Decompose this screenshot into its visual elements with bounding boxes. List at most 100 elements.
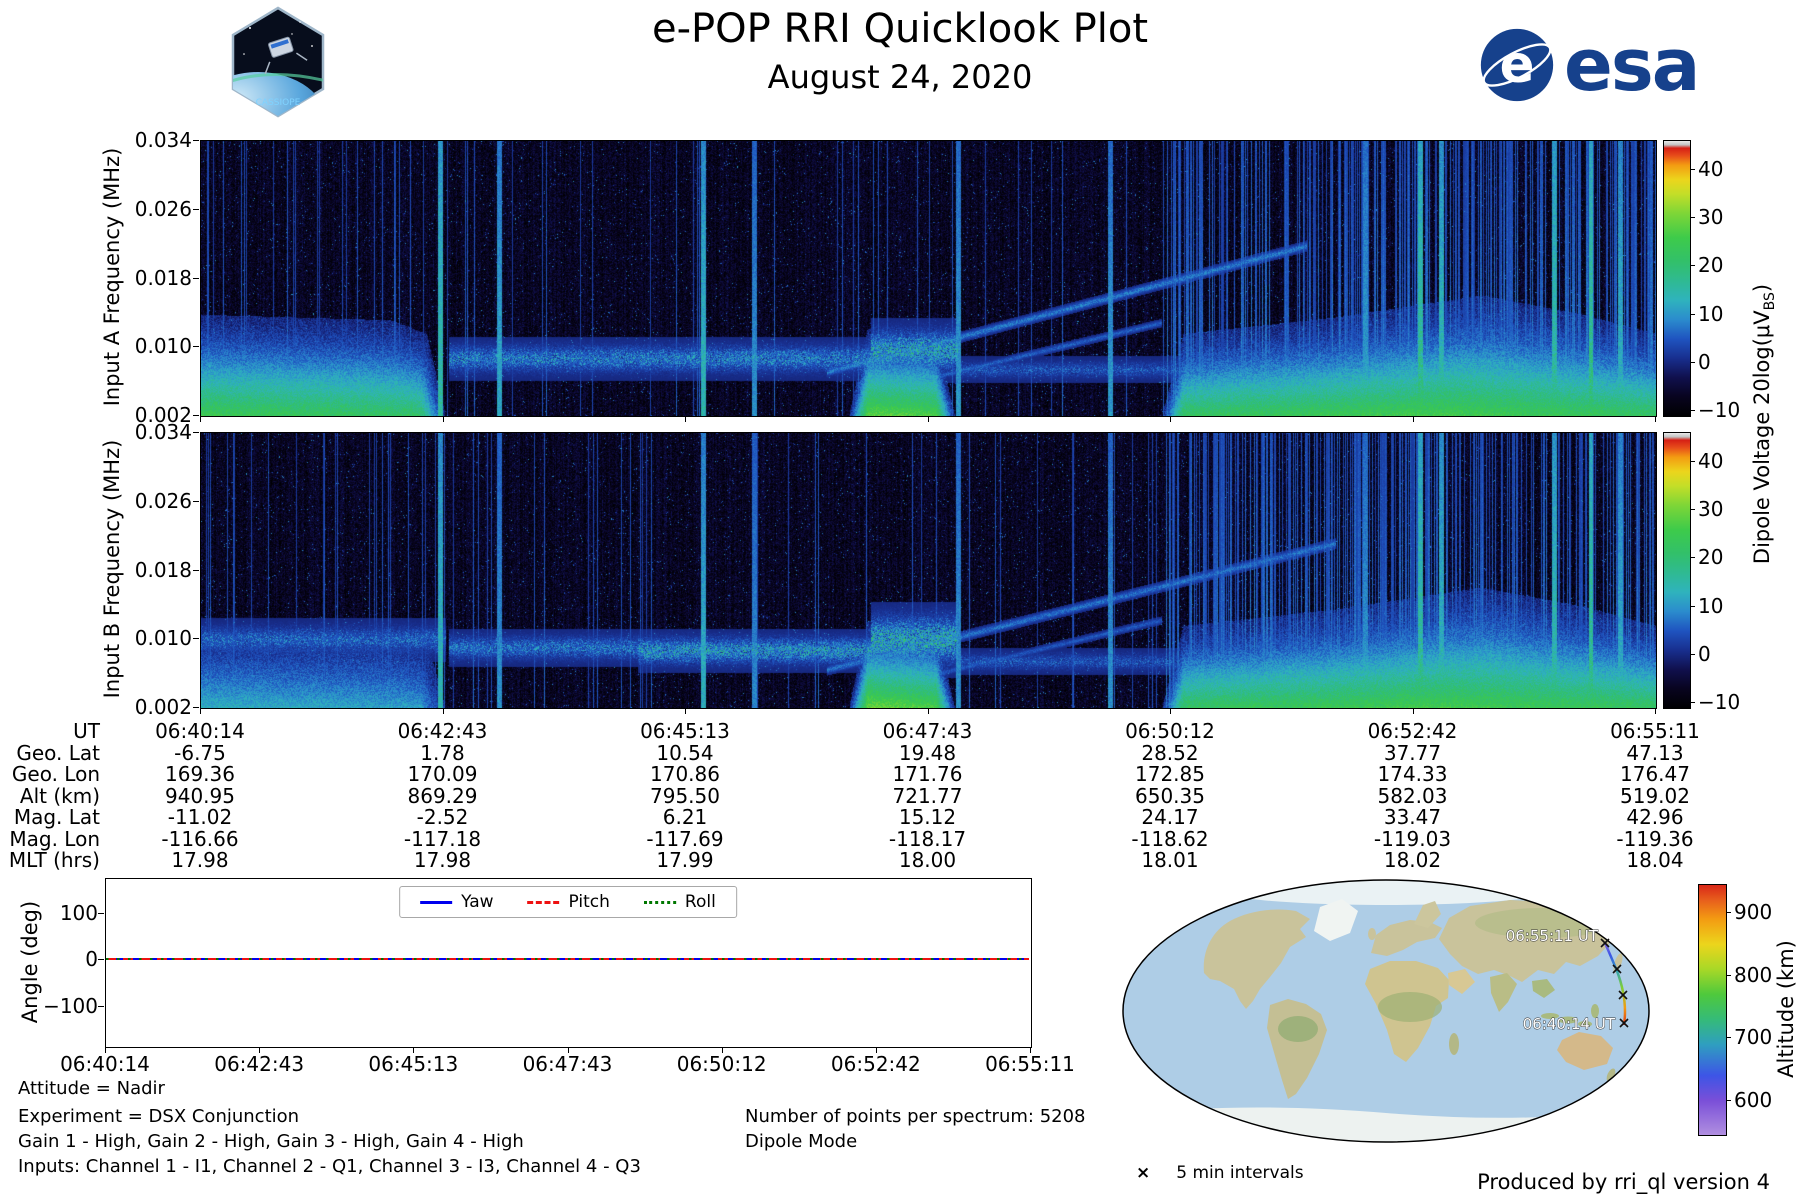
tick-mark xyxy=(98,1005,104,1007)
time-tick-label: 06:40:14 xyxy=(60,1052,150,1076)
tick-mark xyxy=(1655,417,1656,422)
map-border xyxy=(1122,879,1650,1143)
esa-logo: e esa xyxy=(1478,26,1700,104)
tick-mark xyxy=(193,500,199,502)
tick-mark xyxy=(1690,605,1695,607)
freq-tick-label: 0.026 xyxy=(134,488,192,513)
altitude-tick-label: 600 xyxy=(1734,1087,1773,1112)
patch-aurora xyxy=(233,73,323,88)
freq-tick-label: 0.018 xyxy=(134,265,192,290)
tick-mark xyxy=(193,415,199,416)
ephemeris-value: 172.85 xyxy=(1135,762,1205,786)
annotation-experiment: Experiment = DSX Conjunction xyxy=(18,1106,300,1127)
tick-mark xyxy=(442,417,444,422)
ephemeris-value: -117.69 xyxy=(646,826,724,851)
tick-mark xyxy=(1412,709,1414,714)
legend-label: Roll xyxy=(684,892,716,912)
angle-tick-label: −100 xyxy=(43,993,98,1018)
ephemeris-value: -116.66 xyxy=(161,826,239,851)
tick-mark xyxy=(193,432,199,433)
ephemeris-value: 06:47:43 xyxy=(882,719,973,743)
spectrogram-input-a xyxy=(200,140,1657,417)
tick-mark xyxy=(413,1047,415,1053)
ephemeris-value: 171.76 xyxy=(892,762,963,786)
world-map: 06:55:11 UT 06:40:14 UT xyxy=(1122,879,1650,1143)
ephemeris-value: 10.54 xyxy=(656,740,714,765)
figure-subtitle: August 24, 2020 xyxy=(767,58,1033,96)
continent-australia xyxy=(1557,1032,1613,1070)
freq-tick-label: 0.010 xyxy=(134,626,192,651)
colorbar-tick-label: 20 xyxy=(1698,545,1724,570)
time-tick-label: 06:50:12 xyxy=(676,1052,767,1076)
tick-mark xyxy=(1726,1037,1731,1039)
patch-label: CASSIOPE xyxy=(256,98,301,108)
annotation-mode: Dipole Mode xyxy=(745,1131,858,1152)
freq-tick-label: 0.034 xyxy=(134,420,192,444)
altitude-colorbar xyxy=(1698,884,1727,1136)
legend-line-sample xyxy=(527,900,560,904)
tick-mark xyxy=(105,1047,106,1053)
ephemeris-value: 28.52 xyxy=(1141,740,1199,765)
tick-mark xyxy=(1655,709,1656,714)
svg-text:e: e xyxy=(1500,35,1535,95)
ephemeris-value: 174.33 xyxy=(1377,762,1448,786)
colorbar-tick-label: 30 xyxy=(1698,497,1724,522)
tick-mark xyxy=(927,417,929,422)
ephemeris-row-label: Alt (km) xyxy=(19,783,100,808)
freq-tick-label: 0.010 xyxy=(134,334,192,359)
track-interval-markers xyxy=(1600,938,1629,1028)
tick-mark xyxy=(1690,410,1695,412)
arctic-ice xyxy=(1196,880,1576,905)
spectrogram-canvas-a xyxy=(201,141,1656,416)
ephemeris-row-label: Geo. Lat xyxy=(16,740,100,765)
tick-mark xyxy=(200,709,201,714)
ephemeris-value: 24.17 xyxy=(1141,805,1199,829)
spectrogram-input-b xyxy=(200,432,1657,709)
colorbar-input-b xyxy=(1663,432,1691,709)
ephemeris-value: 42.96 xyxy=(1626,805,1684,829)
ephemeris-value: 170.09 xyxy=(407,762,478,786)
tick-mark xyxy=(1170,417,1171,422)
annotation-attitude: Attitude = Nadir xyxy=(18,1078,165,1099)
tick-mark xyxy=(193,569,199,571)
tick-mark xyxy=(1412,417,1414,422)
ephemeris-value: 650.35 xyxy=(1135,783,1205,808)
ephemeris-value: 795.50 xyxy=(650,783,720,808)
tick-mark xyxy=(98,959,104,961)
tick-mark xyxy=(1030,1047,1031,1053)
colorbar-tick-label: 0 xyxy=(1698,349,1711,374)
ephemeris-value: 06:45:13 xyxy=(640,719,730,743)
tick-mark xyxy=(1690,217,1695,219)
produced-by-text: Produced by rri_ql version 4 xyxy=(1477,1170,1770,1194)
tick-mark xyxy=(98,912,104,914)
angle-tick-label: 0 xyxy=(85,947,98,972)
ephemeris-value: -118.17 xyxy=(888,826,967,851)
ground-track-line xyxy=(1603,942,1627,1026)
ephemeris-value: 176.47 xyxy=(1620,762,1690,786)
time-tick-label: 06:45:13 xyxy=(368,1052,459,1076)
colorbar-tick-label: 10 xyxy=(1698,593,1724,618)
map-label-track-start: 06:40:14 UT xyxy=(1523,1015,1616,1033)
map-marker-legend: × 5 min intervals xyxy=(1136,1163,1304,1183)
legend-line-sample xyxy=(420,900,453,904)
tick-mark xyxy=(193,638,199,640)
ephemeris-value: 15.12 xyxy=(898,805,957,829)
ephemeris-value: 17.98 xyxy=(171,848,229,872)
tick-mark xyxy=(567,1047,569,1053)
angle-tick-label: 100 xyxy=(59,900,98,925)
colorbar-tick-label: 30 xyxy=(1698,205,1724,230)
patch-earth xyxy=(233,72,323,116)
ephemeris-value: -117.18 xyxy=(403,826,482,851)
freq-tick-label: 0.026 xyxy=(134,196,192,221)
colorbar-axis-label: Dipole Voltage 20log(μVBS) xyxy=(1750,284,1778,564)
ephemeris-value: -11.02 xyxy=(167,805,233,829)
attitude-line-roll xyxy=(106,958,1029,961)
ephemeris-value: 721.77 xyxy=(892,783,963,808)
freq-tick-label: 0.018 xyxy=(134,557,192,582)
ephemeris-row-label: Mag. Lat xyxy=(13,805,100,829)
altitude-tick-label: 800 xyxy=(1734,962,1773,987)
colorbar-tick-label: −10 xyxy=(1698,398,1741,423)
ephemeris-value: -6.75 xyxy=(174,740,226,765)
patch-satellite-icon xyxy=(264,36,308,75)
spectrogram-canvas-b xyxy=(201,433,1656,708)
